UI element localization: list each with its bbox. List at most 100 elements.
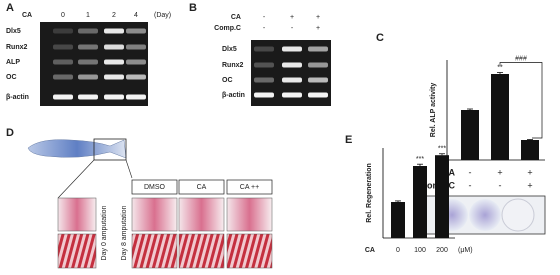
sign: - bbox=[499, 180, 502, 190]
band bbox=[282, 62, 302, 68]
gene-label: OC bbox=[222, 77, 233, 84]
bar bbox=[413, 166, 427, 238]
y-axis-title: Rel. ALP activity bbox=[430, 83, 437, 138]
band bbox=[126, 44, 146, 50]
band bbox=[53, 94, 73, 100]
photo bbox=[131, 197, 178, 232]
row-label: CA bbox=[231, 14, 241, 21]
band bbox=[126, 94, 146, 100]
sign: - bbox=[469, 167, 472, 177]
sign: - bbox=[263, 14, 266, 21]
band bbox=[104, 59, 124, 65]
photo bbox=[57, 233, 97, 269]
bar bbox=[391, 202, 405, 238]
well bbox=[469, 199, 501, 231]
sign: - bbox=[263, 25, 266, 32]
band bbox=[126, 59, 146, 65]
significance: ** bbox=[497, 64, 503, 71]
gene-label: Dlx5 bbox=[222, 46, 237, 53]
gene-label: β-actin bbox=[6, 94, 29, 101]
sign: - bbox=[469, 180, 472, 190]
band bbox=[126, 28, 146, 34]
band bbox=[254, 46, 274, 52]
panel-e: Rel. Regeneration *** *** CA 0 100 200 (μM) bbox=[365, 146, 473, 254]
zoom-line bbox=[125, 159, 133, 179]
panel-a: CA (Day) 0 1 2 4 Dlx5 Runx2 ALP OC β-actin bbox=[6, 12, 171, 106]
sign: + bbox=[497, 167, 502, 177]
band bbox=[282, 92, 302, 98]
timepoint-label: Day 8 amputation bbox=[121, 205, 128, 260]
treatment-label: CA bbox=[22, 12, 32, 19]
gene-label: OC bbox=[6, 74, 17, 81]
panel-label: E bbox=[345, 134, 352, 146]
row-label: Comp.C bbox=[214, 25, 241, 32]
photo bbox=[178, 233, 225, 269]
band bbox=[53, 74, 73, 80]
band bbox=[126, 74, 146, 80]
gene-label: ALP bbox=[6, 59, 20, 66]
photo bbox=[226, 197, 273, 232]
x-tick-label: 200 bbox=[436, 247, 448, 254]
band bbox=[254, 92, 274, 98]
photo bbox=[57, 197, 97, 232]
condition-label: DMSO bbox=[144, 184, 166, 191]
zoom-line bbox=[57, 159, 95, 199]
gene-label: Dlx5 bbox=[6, 28, 21, 35]
panel-label: D bbox=[6, 127, 14, 139]
header-box bbox=[178, 179, 225, 195]
band bbox=[78, 28, 98, 34]
significance: *** bbox=[416, 156, 424, 163]
band bbox=[308, 46, 328, 52]
band bbox=[53, 59, 73, 65]
band bbox=[53, 28, 73, 34]
bar bbox=[491, 74, 509, 160]
zebrafish bbox=[27, 139, 127, 159]
band bbox=[308, 62, 328, 68]
photo bbox=[131, 233, 178, 269]
condition-label: CA ++ bbox=[240, 184, 259, 191]
band bbox=[78, 59, 98, 65]
gene-label: Runx2 bbox=[6, 44, 28, 51]
panel-label: A bbox=[6, 2, 14, 14]
band bbox=[308, 77, 328, 83]
well bbox=[501, 198, 535, 232]
band bbox=[104, 44, 124, 50]
x-tick-label: 0 bbox=[396, 247, 400, 254]
band bbox=[78, 94, 98, 100]
gene-label: β-actin bbox=[222, 92, 245, 99]
bar bbox=[461, 110, 479, 160]
band bbox=[308, 92, 328, 98]
sign: + bbox=[290, 14, 294, 21]
panel-b: CA - + + Comp.C - - + Dlx5 Runx2 OC β-actin bbox=[214, 14, 331, 106]
unit-label: (μM) bbox=[458, 247, 473, 254]
x-tick-label: 100 bbox=[414, 247, 426, 254]
band bbox=[104, 28, 124, 34]
sign: + bbox=[316, 25, 320, 32]
unit-label: (Day) bbox=[154, 12, 171, 19]
lane-label: 0 bbox=[61, 12, 65, 19]
lane-label: 1 bbox=[86, 12, 90, 19]
band bbox=[53, 44, 73, 50]
photo bbox=[226, 233, 273, 269]
timepoint-label: Day 0 amputation bbox=[101, 205, 108, 260]
header-box bbox=[226, 179, 273, 195]
comparison: ### bbox=[515, 55, 527, 62]
header-box bbox=[131, 179, 178, 195]
significance: *** bbox=[438, 146, 446, 153]
sign: + bbox=[527, 167, 532, 177]
bar bbox=[435, 155, 449, 238]
condition-label: CA bbox=[197, 184, 207, 191]
panel-label: B bbox=[189, 2, 197, 14]
sign: + bbox=[316, 14, 320, 21]
band bbox=[104, 74, 124, 80]
band bbox=[254, 62, 274, 68]
panel-label: C bbox=[376, 32, 384, 44]
lane-label: 4 bbox=[134, 12, 138, 19]
band bbox=[282, 46, 302, 52]
sign: - bbox=[291, 25, 294, 32]
photo bbox=[178, 197, 225, 232]
sign: + bbox=[527, 180, 532, 190]
gene-label: Runx2 bbox=[222, 62, 244, 69]
comparison-bracket bbox=[499, 62, 543, 139]
